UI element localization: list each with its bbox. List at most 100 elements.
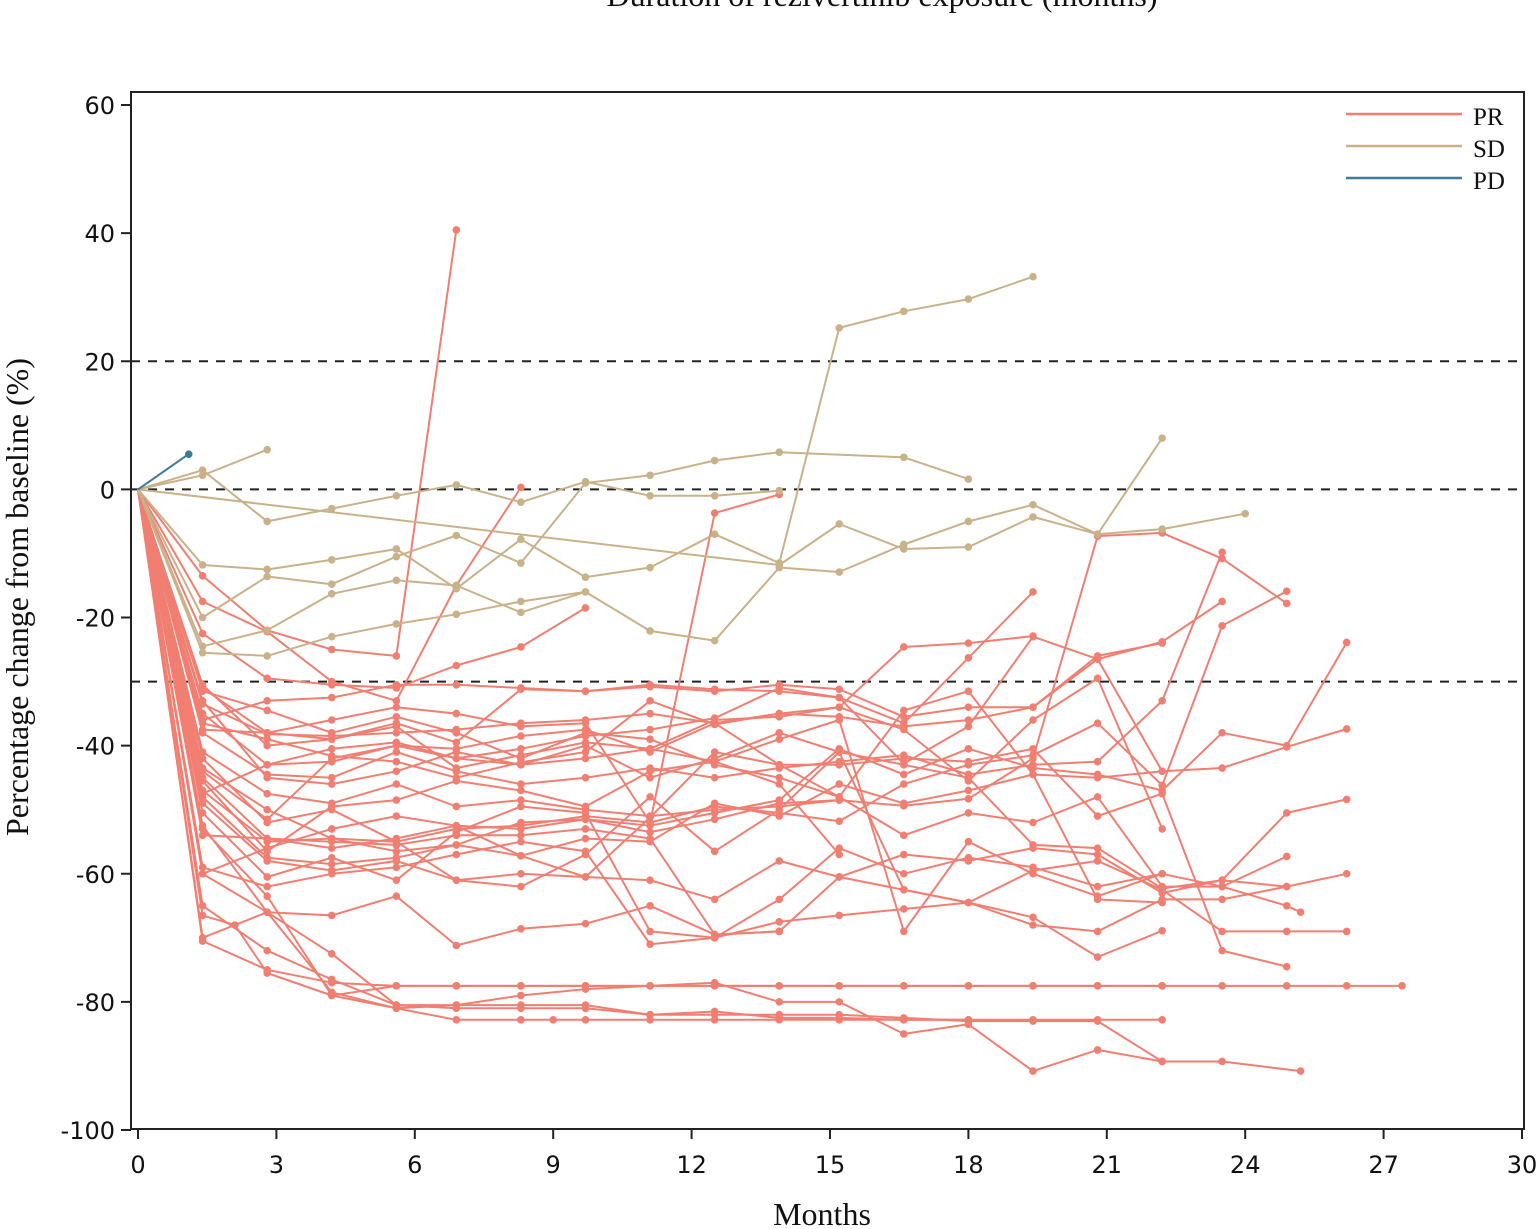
data-point-pr bbox=[581, 773, 590, 782]
data-point-pr bbox=[1029, 818, 1037, 827]
data-point-pr bbox=[1282, 852, 1291, 861]
data-point-sd bbox=[263, 517, 271, 526]
data-point-pr bbox=[452, 754, 461, 763]
data-point-pr bbox=[1029, 1016, 1037, 1024]
data-point-pr bbox=[1218, 597, 1226, 606]
data-point-sd bbox=[900, 453, 908, 462]
data-point-pr bbox=[710, 757, 719, 766]
data-point-pr bbox=[1029, 982, 1037, 990]
data-point-pr bbox=[964, 853, 973, 862]
data-point-pr bbox=[1029, 751, 1037, 760]
data-point-pr bbox=[900, 725, 908, 734]
data-point-pr bbox=[452, 661, 461, 670]
data-point-pr bbox=[964, 757, 973, 766]
data-point-pr bbox=[964, 982, 973, 990]
data-point-pr bbox=[1158, 696, 1166, 705]
data-point-pr bbox=[517, 925, 525, 933]
data-point-pr bbox=[452, 802, 461, 811]
data-point-pr bbox=[900, 1030, 908, 1038]
series-line-pr bbox=[137, 489, 1347, 857]
data-point-pr bbox=[1029, 1067, 1037, 1075]
data-point-pr bbox=[1093, 812, 1102, 820]
data-point-pr bbox=[392, 841, 401, 849]
data-point-pr bbox=[327, 645, 336, 654]
data-point-pr bbox=[835, 998, 844, 1006]
data-point-pr bbox=[263, 674, 271, 683]
data-point-pr bbox=[1158, 869, 1166, 878]
data-point-pr bbox=[1282, 982, 1291, 990]
data-point-pr bbox=[1398, 982, 1406, 990]
data-point-pr bbox=[1029, 703, 1037, 711]
data-point-pr bbox=[1029, 632, 1037, 641]
data-point-pr bbox=[263, 853, 271, 862]
data-point-pr bbox=[1218, 548, 1226, 556]
data-point-pr bbox=[263, 706, 271, 715]
data-point-pr bbox=[392, 812, 401, 820]
data-point-pr bbox=[964, 687, 973, 695]
data-point-pr bbox=[710, 978, 719, 987]
data-point-pr bbox=[327, 911, 336, 920]
data-point-pr bbox=[900, 1016, 908, 1024]
data-point-sd bbox=[710, 530, 719, 539]
data-point-pr bbox=[835, 982, 844, 990]
y-tick-label: 40 bbox=[84, 220, 115, 248]
data-point-pr bbox=[775, 773, 784, 782]
data-point-pr bbox=[775, 1014, 784, 1022]
data-point-sd bbox=[198, 648, 207, 657]
data-point-pr bbox=[1158, 825, 1166, 833]
data-point-pr bbox=[392, 703, 401, 711]
data-point-pr bbox=[1158, 884, 1166, 893]
data-point-pr bbox=[1218, 982, 1226, 990]
data-point-pr bbox=[900, 982, 908, 990]
data-point-pr bbox=[452, 821, 461, 830]
data-point-pr bbox=[710, 509, 719, 517]
data-point-pr bbox=[775, 687, 784, 695]
legend: PR SD PD bbox=[1346, 104, 1505, 195]
data-point-pr bbox=[263, 741, 271, 750]
series-line-pr bbox=[137, 489, 1302, 946]
data-point-pr bbox=[964, 794, 973, 803]
data-point-pr bbox=[581, 873, 590, 881]
data-point-pr bbox=[581, 754, 590, 763]
data-point-pr bbox=[964, 898, 973, 907]
data-point-pr bbox=[392, 780, 401, 788]
data-point-sd bbox=[1241, 509, 1249, 518]
data-point-pr bbox=[327, 860, 336, 868]
series-line-pr bbox=[137, 489, 840, 866]
data-point-pr bbox=[198, 934, 207, 942]
x-tick-label: 21 bbox=[1092, 1151, 1123, 1179]
data-point-sd bbox=[517, 608, 525, 617]
data-point-pr bbox=[964, 1016, 973, 1024]
data-point-pr bbox=[452, 680, 461, 689]
data-point-pr bbox=[1158, 982, 1166, 990]
data-point-sd bbox=[710, 456, 719, 465]
data-point-pr bbox=[517, 684, 525, 692]
data-point-pr bbox=[964, 639, 973, 647]
data-point-pr bbox=[775, 998, 784, 1006]
data-point-pr bbox=[1093, 773, 1102, 782]
chart-title: Duration of rezivertinib exposure (month… bbox=[607, 0, 1158, 13]
data-point-pr bbox=[1282, 927, 1291, 936]
data-point-pr bbox=[1218, 946, 1226, 955]
data-point-pr bbox=[392, 853, 401, 862]
data-point-pr bbox=[517, 802, 525, 811]
data-point-sd bbox=[263, 445, 271, 454]
data-point-pd bbox=[184, 450, 193, 458]
data-point-pr bbox=[646, 901, 654, 910]
data-point-pr bbox=[392, 748, 401, 756]
data-point-pr bbox=[517, 1001, 525, 1009]
y-tick-label: 20 bbox=[84, 348, 115, 376]
data-point-pr bbox=[710, 1016, 719, 1024]
data-point-sd bbox=[392, 576, 401, 585]
data-point-sd bbox=[775, 486, 784, 495]
data-point-pr bbox=[198, 911, 207, 920]
data-point-pr bbox=[198, 696, 207, 705]
data-point-pr bbox=[1029, 764, 1037, 772]
data-point-sd bbox=[327, 589, 336, 598]
data-point-pr bbox=[581, 809, 590, 817]
data-point-pr bbox=[900, 706, 908, 715]
data-point-sd bbox=[327, 504, 336, 513]
data-point-pr bbox=[327, 869, 336, 878]
data-point-pr bbox=[1218, 554, 1226, 563]
data-point-pr bbox=[1029, 716, 1037, 724]
